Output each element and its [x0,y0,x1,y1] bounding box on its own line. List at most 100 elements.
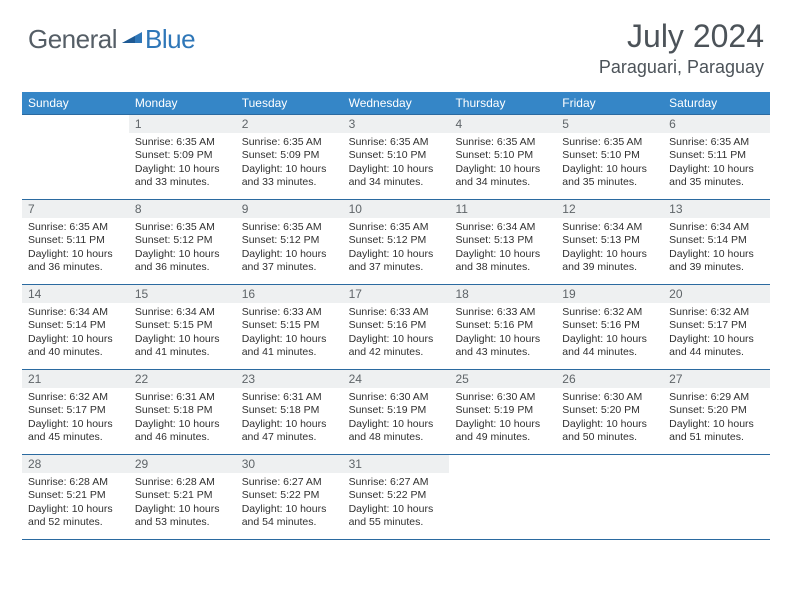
weekday-header-row: SundayMondayTuesdayWednesdayThursdayFrid… [22,92,770,114]
daylight-line: Daylight: 10 hours and 40 minutes. [28,333,125,360]
day-details: Sunrise: 6:28 AMSunset: 5:21 PMDaylight:… [129,473,236,534]
sunset-line: Sunset: 5:20 PM [562,404,659,417]
sunrise-line: Sunrise: 6:29 AM [669,391,766,404]
day-cell: 10Sunrise: 6:35 AMSunset: 5:12 PMDayligh… [343,200,450,284]
day-details: Sunrise: 6:33 AMSunset: 5:16 PMDaylight:… [343,303,450,364]
sunset-line: Sunset: 5:16 PM [349,319,446,332]
day-details: Sunrise: 6:30 AMSunset: 5:19 PMDaylight:… [343,388,450,449]
sunrise-line: Sunrise: 6:35 AM [455,136,552,149]
day-cell: 17Sunrise: 6:33 AMSunset: 5:16 PMDayligh… [343,285,450,369]
daylight-line: Daylight: 10 hours and 35 minutes. [562,163,659,190]
day-details: Sunrise: 6:35 AMSunset: 5:09 PMDaylight:… [236,133,343,194]
weekday-header: Saturday [663,92,770,114]
sunrise-line: Sunrise: 6:35 AM [135,136,232,149]
sunset-line: Sunset: 5:19 PM [455,404,552,417]
sunrise-line: Sunrise: 6:35 AM [669,136,766,149]
daylight-line: Daylight: 10 hours and 37 minutes. [242,248,339,275]
sunset-line: Sunset: 5:20 PM [669,404,766,417]
day-number: 30 [236,455,343,473]
day-number: 7 [22,200,129,218]
day-cell: 21Sunrise: 6:32 AMSunset: 5:17 PMDayligh… [22,370,129,454]
daylight-line: Daylight: 10 hours and 37 minutes. [349,248,446,275]
day-cell: 2Sunrise: 6:35 AMSunset: 5:09 PMDaylight… [236,115,343,199]
month-title: July 2024 [599,18,764,55]
day-details: Sunrise: 6:35 AMSunset: 5:09 PMDaylight:… [129,133,236,194]
sunrise-line: Sunrise: 6:27 AM [349,476,446,489]
day-cell: 11Sunrise: 6:34 AMSunset: 5:13 PMDayligh… [449,200,556,284]
day-details: Sunrise: 6:34 AMSunset: 5:13 PMDaylight:… [556,218,663,279]
sunset-line: Sunset: 5:11 PM [669,149,766,162]
day-cell: 13Sunrise: 6:34 AMSunset: 5:14 PMDayligh… [663,200,770,284]
daylight-line: Daylight: 10 hours and 54 minutes. [242,503,339,530]
logo-text-general: General [28,24,117,55]
sunrise-line: Sunrise: 6:34 AM [135,306,232,319]
day-number [22,115,129,133]
day-number: 23 [236,370,343,388]
day-details: Sunrise: 6:32 AMSunset: 5:16 PMDaylight:… [556,303,663,364]
sunrise-line: Sunrise: 6:34 AM [28,306,125,319]
sunset-line: Sunset: 5:09 PM [135,149,232,162]
sunrise-line: Sunrise: 6:34 AM [455,221,552,234]
day-details: Sunrise: 6:29 AMSunset: 5:20 PMDaylight:… [663,388,770,449]
day-number: 17 [343,285,450,303]
logo: General Blue [28,24,195,55]
weekday-header: Sunday [22,92,129,114]
day-cell: 24Sunrise: 6:30 AMSunset: 5:19 PMDayligh… [343,370,450,454]
day-number: 9 [236,200,343,218]
sunset-line: Sunset: 5:22 PM [349,489,446,502]
daylight-line: Daylight: 10 hours and 38 minutes. [455,248,552,275]
day-number: 15 [129,285,236,303]
daylight-line: Daylight: 10 hours and 47 minutes. [242,418,339,445]
daylight-line: Daylight: 10 hours and 36 minutes. [135,248,232,275]
sunset-line: Sunset: 5:22 PM [242,489,339,502]
weekday-header: Thursday [449,92,556,114]
day-cell: 27Sunrise: 6:29 AMSunset: 5:20 PMDayligh… [663,370,770,454]
day-number: 3 [343,115,450,133]
day-cell: 29Sunrise: 6:28 AMSunset: 5:21 PMDayligh… [129,455,236,539]
day-cell: 25Sunrise: 6:30 AMSunset: 5:19 PMDayligh… [449,370,556,454]
day-cell [22,115,129,199]
daylight-line: Daylight: 10 hours and 33 minutes. [135,163,232,190]
day-number: 19 [556,285,663,303]
sunrise-line: Sunrise: 6:35 AM [562,136,659,149]
sunrise-line: Sunrise: 6:35 AM [28,221,125,234]
day-details: Sunrise: 6:33 AMSunset: 5:15 PMDaylight:… [236,303,343,364]
sunset-line: Sunset: 5:16 PM [455,319,552,332]
sunrise-line: Sunrise: 6:35 AM [349,136,446,149]
day-number: 20 [663,285,770,303]
daylight-line: Daylight: 10 hours and 39 minutes. [669,248,766,275]
day-cell: 28Sunrise: 6:28 AMSunset: 5:21 PMDayligh… [22,455,129,539]
sunrise-line: Sunrise: 6:32 AM [28,391,125,404]
day-details: Sunrise: 6:34 AMSunset: 5:15 PMDaylight:… [129,303,236,364]
day-number: 27 [663,370,770,388]
daylight-line: Daylight: 10 hours and 53 minutes. [135,503,232,530]
daylight-line: Daylight: 10 hours and 41 minutes. [242,333,339,360]
day-details: Sunrise: 6:35 AMSunset: 5:10 PMDaylight:… [449,133,556,194]
weekday-header: Tuesday [236,92,343,114]
sunset-line: Sunset: 5:17 PM [28,404,125,417]
day-details: Sunrise: 6:35 AMSunset: 5:10 PMDaylight:… [556,133,663,194]
sunset-line: Sunset: 5:16 PM [562,319,659,332]
day-number: 31 [343,455,450,473]
day-details [22,133,129,140]
day-number [663,455,770,473]
daylight-line: Daylight: 10 hours and 50 minutes. [562,418,659,445]
sunset-line: Sunset: 5:13 PM [562,234,659,247]
day-cell [663,455,770,539]
day-details: Sunrise: 6:30 AMSunset: 5:19 PMDaylight:… [449,388,556,449]
day-number: 4 [449,115,556,133]
daylight-line: Daylight: 10 hours and 34 minutes. [349,163,446,190]
day-number: 11 [449,200,556,218]
day-cell: 7Sunrise: 6:35 AMSunset: 5:11 PMDaylight… [22,200,129,284]
day-details: Sunrise: 6:34 AMSunset: 5:13 PMDaylight:… [449,218,556,279]
day-cell: 18Sunrise: 6:33 AMSunset: 5:16 PMDayligh… [449,285,556,369]
sunrise-line: Sunrise: 6:30 AM [562,391,659,404]
day-details [663,473,770,480]
sunrise-line: Sunrise: 6:32 AM [562,306,659,319]
day-number: 18 [449,285,556,303]
daylight-line: Daylight: 10 hours and 51 minutes. [669,418,766,445]
sunrise-line: Sunrise: 6:31 AM [242,391,339,404]
day-details: Sunrise: 6:35 AMSunset: 5:10 PMDaylight:… [343,133,450,194]
sunset-line: Sunset: 5:18 PM [242,404,339,417]
sunrise-line: Sunrise: 6:35 AM [242,136,339,149]
